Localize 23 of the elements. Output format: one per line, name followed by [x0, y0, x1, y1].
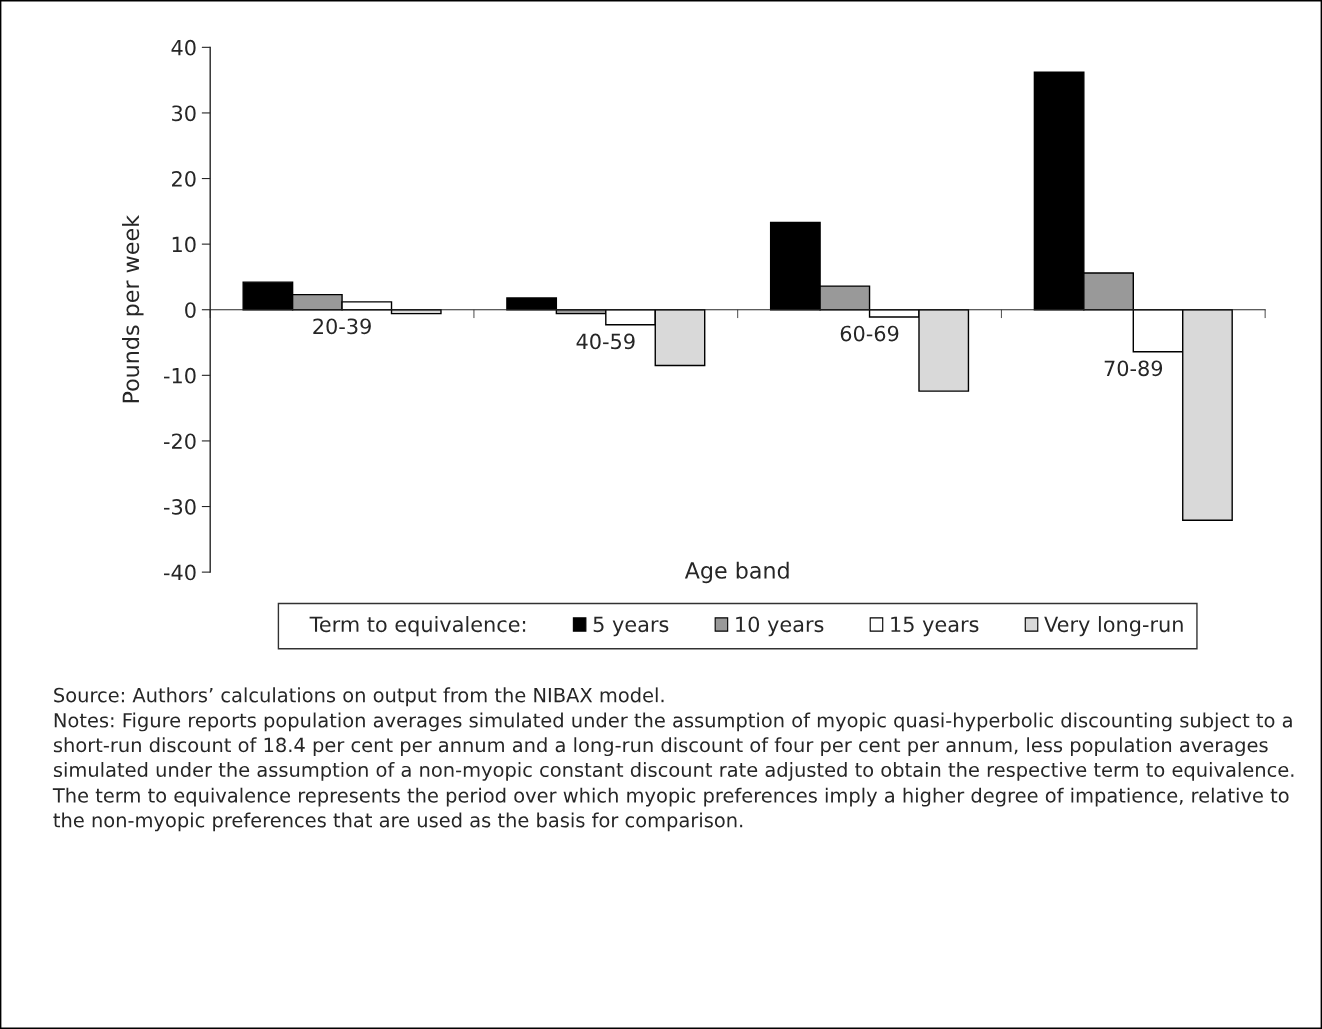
y-tick-label: 30	[172, 105, 196, 122]
x-tick-label: 20-39	[313, 318, 371, 335]
legend-label: 10 years	[736, 616, 824, 637]
y-tick-label: -20	[164, 433, 196, 450]
x-tick-label: 40-59	[576, 333, 635, 350]
text: The term to equivalence represents the period over which myopic preferences imply a higher degree of impatience, relative to the non-myopic preferences that are used as the basis for comparison.	[52, 787, 1289, 832]
legend-label: 15 years	[891, 616, 979, 637]
legend-label: 5 years	[593, 616, 669, 637]
x-tick-label: 60-69	[840, 325, 899, 342]
y-axis-title: Pounds per week	[122, 215, 144, 403]
legend-title: Term to equivalence:	[309, 616, 526, 637]
y-tick-label: 10	[172, 236, 196, 253]
text: Notes: Figure reports population averages simulated under the assumption of myopic quasi-hyperbolic discounting subject to a short-run discount of 18.4 per cent per annum and a long-run discount of four per cent per annum, less population averages simulated under the assumption of a non-myopic constant discount rate adjusted to obtain the respective term to equivalence.	[53, 712, 1294, 781]
x-tick-label: 70-89	[1104, 360, 1163, 377]
y-tick-label: -10	[164, 367, 196, 384]
y-tick-label: 40	[171, 39, 196, 56]
y-tick-label: -40	[164, 564, 196, 581]
source-note: Source: Authors’ calculations on output from the NIBAX model.	[54, 687, 664, 707]
y-tick-label: 20	[172, 170, 196, 187]
x-axis-title: Age band	[684, 561, 789, 584]
y-tick-label: -30	[164, 498, 196, 515]
y-tick-label: 0	[185, 302, 196, 318]
legend-label: Very long-run	[1044, 616, 1183, 637]
